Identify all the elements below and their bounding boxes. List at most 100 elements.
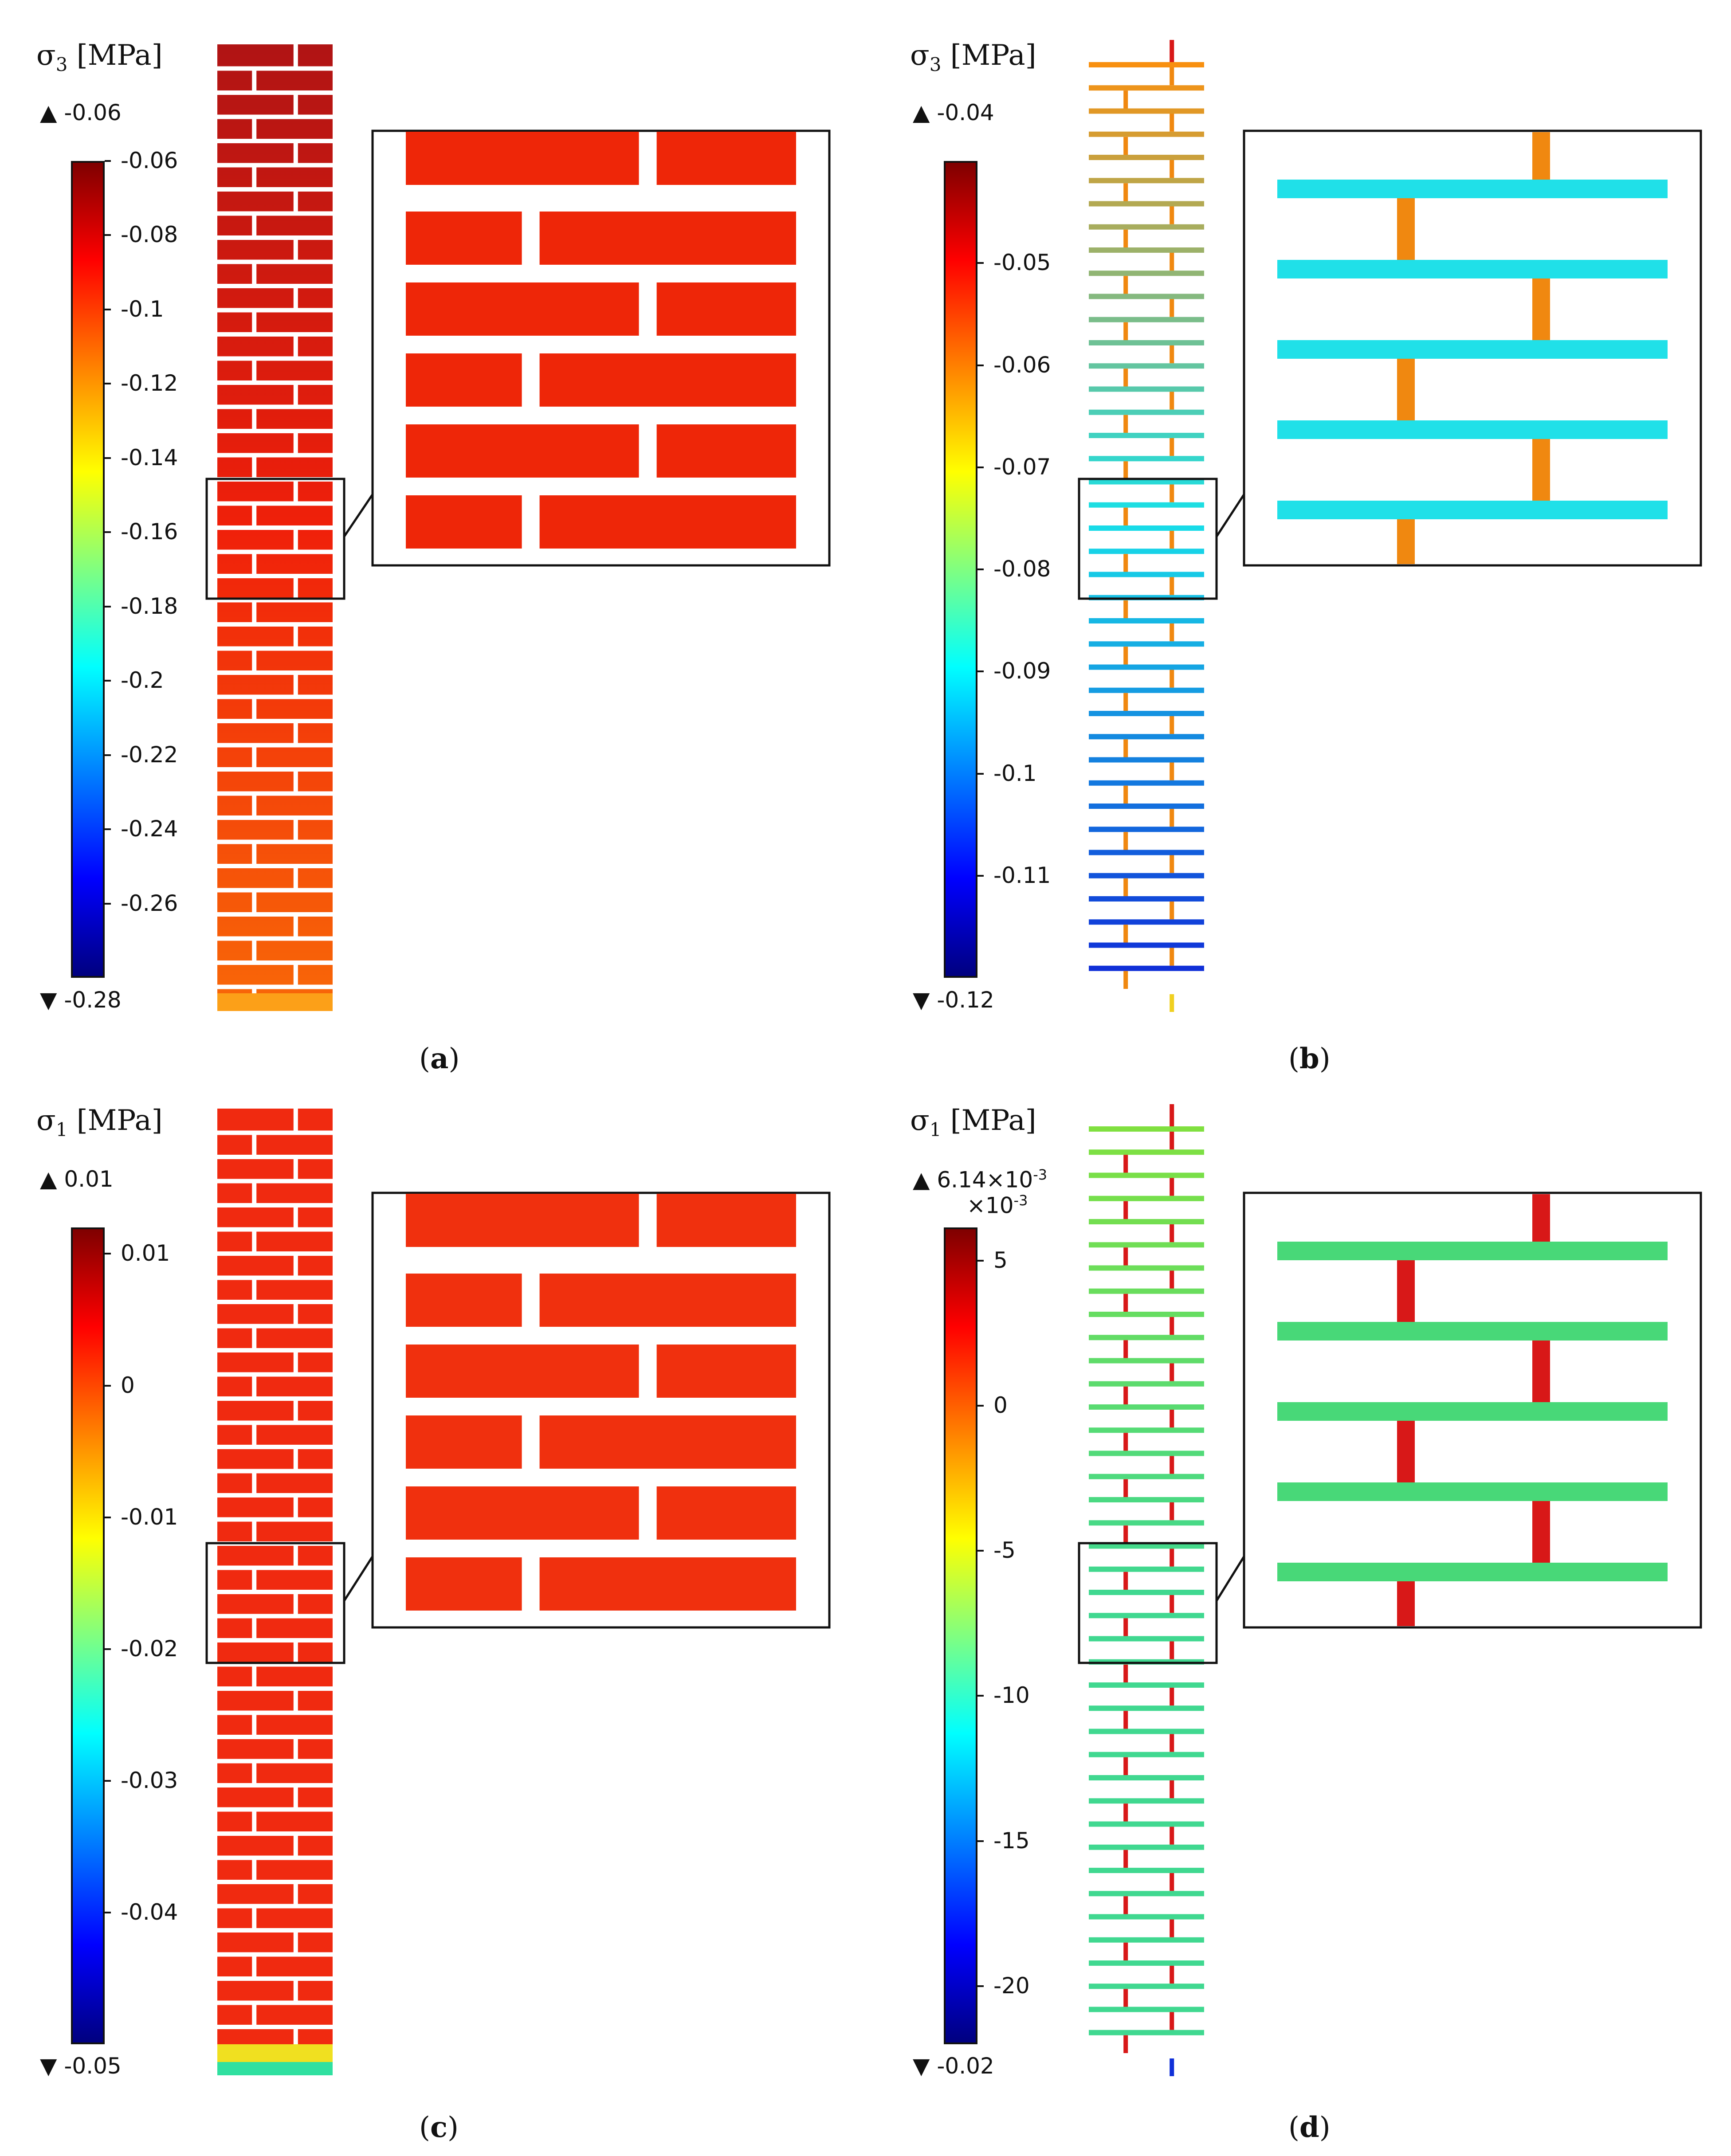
horizontal-member	[1089, 687, 1204, 693]
horizontal-member	[1089, 224, 1204, 230]
horizontal-member	[1089, 270, 1204, 276]
vertical-member	[1170, 1827, 1174, 1845]
frame-members	[1089, 62, 1204, 989]
bed-joint	[217, 1469, 333, 1474]
horizontal-member	[1089, 734, 1204, 740]
zoom-horizontal-member	[1277, 340, 1668, 359]
horizontal-member	[1089, 549, 1204, 554]
bed-joint	[217, 1275, 333, 1280]
bed-joint	[217, 912, 333, 917]
vertical-member	[1123, 415, 1128, 433]
head-joint	[293, 141, 298, 165]
head-joint	[252, 262, 257, 286]
head-joint	[252, 1374, 257, 1399]
bed-joint	[217, 235, 333, 240]
horizontal-member	[1089, 1844, 1204, 1850]
zoom-brick	[539, 212, 796, 265]
head-joint	[293, 238, 298, 262]
head-joint	[252, 117, 257, 141]
horizontal-member	[1089, 2007, 1204, 2012]
horizontal-member	[1089, 1288, 1204, 1294]
head-joint	[252, 407, 257, 431]
vertical-member	[1170, 2012, 1174, 2030]
zoom-vertical-member	[1397, 198, 1415, 260]
panel-caption: (a)	[419, 1042, 460, 1075]
bed-joint	[217, 1396, 333, 1401]
bed-joint	[217, 1976, 333, 1981]
colorbar-tick	[977, 262, 984, 264]
colorbar-tick-label: -0.14	[121, 444, 178, 470]
horizontal-member	[1089, 1404, 1204, 1410]
vertical-member	[1123, 693, 1128, 711]
bed-joint	[217, 622, 333, 627]
vertical-member	[1123, 2035, 1128, 2053]
head-joint	[252, 552, 257, 576]
horizontal-member	[1089, 1798, 1204, 1804]
zoom-brick	[539, 1274, 796, 1327]
zoom-brick	[406, 353, 522, 407]
colorbar-tick	[105, 680, 111, 682]
zoom-region-box	[1078, 1542, 1218, 1664]
bed-joint	[217, 1880, 333, 1884]
colorbar-tick-label: -0.01	[121, 1504, 178, 1530]
bed-joint	[217, 549, 333, 554]
colorbar-tick-label: -0.07	[993, 454, 1051, 480]
head-joint	[293, 1350, 298, 1375]
head-joint	[252, 697, 257, 721]
head-joint	[252, 1713, 257, 1737]
vertical-member	[1170, 1919, 1174, 1937]
horizontal-member	[1089, 456, 1204, 462]
head-joint	[293, 1205, 298, 1230]
zoom-horizontal-member	[1277, 1482, 1668, 1501]
horizontal-member	[1089, 502, 1204, 508]
head-joint	[252, 890, 257, 914]
bed-joint	[217, 1638, 333, 1642]
zoom-brick	[406, 495, 522, 549]
horizontal-member	[1089, 1775, 1204, 1780]
colorbar-tick-label: -0.05	[993, 250, 1051, 276]
bed-joint	[217, 356, 333, 361]
zoom-frame	[1277, 1194, 1668, 1626]
vertical-member	[1123, 739, 1128, 757]
colorbar-tick	[105, 754, 111, 756]
bed-joint	[217, 1710, 333, 1715]
wall-model	[205, 1109, 831, 2075]
colorbar-multiplier: ×10-3	[967, 1192, 1028, 1219]
mortar-joints	[217, 44, 333, 1011]
vertical-member	[1123, 832, 1128, 850]
horizontal-member	[1089, 1682, 1204, 1688]
min-value-label: ▼ -0.05	[40, 2053, 122, 2079]
bed-joint	[217, 211, 333, 216]
horizontal-member	[1089, 1984, 1204, 1989]
bed-joint	[217, 1420, 333, 1425]
colorbar-tick	[105, 457, 111, 459]
bed-joint	[217, 743, 333, 748]
vertical-member	[1170, 206, 1174, 224]
head-joint	[293, 528, 298, 552]
vertical-member	[1170, 1873, 1174, 1891]
head-joint	[293, 93, 298, 117]
horizontal-member	[1089, 433, 1204, 438]
colorbar-tick	[105, 308, 111, 310]
zoom-region-box	[205, 478, 345, 600]
head-joint	[293, 1109, 298, 1133]
vertical-member	[1123, 1850, 1128, 1868]
zoom-vertical-member	[1532, 278, 1550, 340]
horizontal-member	[1089, 1196, 1204, 1201]
colorbar-tick-label: -0.26	[121, 890, 178, 916]
colorbar-tick	[977, 568, 984, 570]
vertical-member	[1170, 531, 1174, 549]
vertical-member	[1170, 1178, 1174, 1196]
head-joint	[252, 648, 257, 673]
zoom-frame	[1277, 132, 1668, 564]
horizontal-member	[1089, 1358, 1204, 1364]
zoom-brick	[406, 424, 639, 478]
horizontal-member	[1089, 1752, 1204, 1757]
colorbar-tick	[105, 160, 111, 162]
zoom-brick	[406, 132, 639, 185]
vertical-member	[1123, 1294, 1128, 1312]
head-joint	[252, 455, 257, 479]
base-stress-zone	[217, 2062, 333, 2075]
bed-joint	[217, 574, 333, 578]
vertical-member	[1170, 1317, 1174, 1335]
